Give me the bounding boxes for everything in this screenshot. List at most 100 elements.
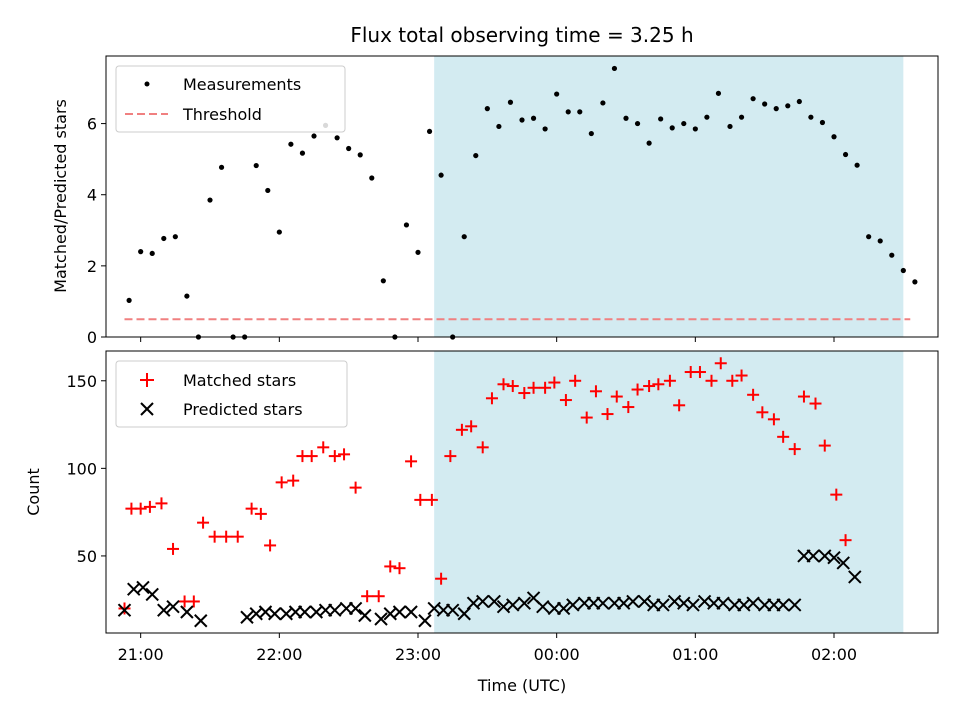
matched-stars-point xyxy=(393,562,406,575)
top-shaded-region xyxy=(434,56,904,337)
predicted-stars-point xyxy=(746,596,760,610)
y-tick-label: 50 xyxy=(77,547,97,566)
measurements-point xyxy=(276,229,282,235)
x-tick-label: 00:00 xyxy=(534,645,580,664)
chart-title: Flux total observing time = 3.25 h xyxy=(350,23,693,47)
predicted-stars-point xyxy=(166,600,180,614)
matched-stars-point xyxy=(601,408,614,421)
measurements-point xyxy=(346,145,352,152)
measurements-point xyxy=(738,114,745,120)
matched-stars-point xyxy=(735,369,748,382)
matched-stars-point xyxy=(275,476,288,489)
measurements-point xyxy=(588,130,594,137)
predicted-stars-point xyxy=(776,598,790,612)
predicted-stars-point xyxy=(298,605,312,619)
measurements-point xyxy=(184,293,190,299)
matched-stars-point xyxy=(506,380,519,393)
matched-stars-point xyxy=(559,394,572,407)
measurements-point xyxy=(473,152,479,159)
measurements-point xyxy=(415,249,421,255)
predicted-stars-point xyxy=(418,614,432,628)
matched-stars-point xyxy=(518,387,531,400)
top-y-axis-label: Matched/Predicted stars xyxy=(51,99,70,293)
matched-stars-point xyxy=(155,497,168,510)
predicted-stars-point xyxy=(487,594,501,609)
predicted-stars-point xyxy=(392,605,407,619)
predicted-stars-point xyxy=(827,550,841,565)
measurements-point xyxy=(819,119,826,126)
predicted-stars-legend-marker xyxy=(140,402,154,416)
predicted-stars-point xyxy=(117,603,132,617)
matched-stars-point xyxy=(839,534,852,547)
predicted-stars-point xyxy=(686,598,700,612)
top-y-ticks: 0 2 4 6 xyxy=(87,115,106,347)
measurements-point xyxy=(288,141,294,147)
measurements-point xyxy=(357,152,363,158)
x-tick-label: 23:00 xyxy=(395,645,441,664)
matched-stars-point xyxy=(673,399,686,412)
measurements-point xyxy=(438,172,444,178)
matched-stars-point xyxy=(788,443,801,456)
predicted-stars-point xyxy=(637,594,652,609)
x-tick-label: 01:00 xyxy=(672,645,718,664)
measurements-point xyxy=(692,126,698,132)
measurements-point xyxy=(577,109,583,115)
matched-stars-point xyxy=(305,450,318,463)
matched-stars-point xyxy=(777,430,790,443)
measurements-legend-label: Measurements xyxy=(183,75,301,94)
matched-stars-point xyxy=(197,516,210,529)
matched-stars-point xyxy=(726,374,739,387)
predicted-stars-point xyxy=(848,570,862,584)
measurements-point xyxy=(750,96,756,102)
measurements-point xyxy=(334,135,340,141)
matched-stars-point xyxy=(476,441,489,454)
measurements-point xyxy=(808,114,814,120)
measurements-point xyxy=(762,101,768,107)
y-tick-label: 4 xyxy=(87,186,97,205)
measurements-point xyxy=(877,238,883,244)
matched-stars-point xyxy=(264,539,277,552)
matched-stars-point xyxy=(809,397,822,410)
matched-stars-point xyxy=(705,374,718,387)
predicted-stars-point xyxy=(506,598,520,612)
measurements-point xyxy=(831,134,837,140)
predicted-stars-point xyxy=(596,596,610,610)
y-tick-label: 150 xyxy=(66,372,97,391)
predicted-stars-point xyxy=(556,601,571,616)
matched-stars-point xyxy=(372,590,385,603)
top-x-ticks xyxy=(140,337,835,342)
y-tick-label: 2 xyxy=(87,257,97,276)
matched-stars-point xyxy=(580,411,593,424)
predicted-stars-point xyxy=(517,596,532,610)
y-tick-label: 100 xyxy=(66,459,97,478)
matched-stars-point xyxy=(134,502,147,515)
matched-stars-point xyxy=(756,406,769,419)
measurements-point xyxy=(715,90,722,96)
predicted-stars-point xyxy=(268,607,282,621)
predicted-stars-legend-label: Predicted stars xyxy=(183,400,303,419)
measurements-point xyxy=(519,117,525,123)
measurements-point xyxy=(796,98,802,105)
measurements-point xyxy=(484,106,490,112)
measurements-legend-marker xyxy=(144,81,150,87)
predicted-stars-point xyxy=(157,603,171,617)
matched-stars-point xyxy=(118,602,131,615)
matched-stars-point xyxy=(444,450,457,463)
measurements-point xyxy=(161,235,167,242)
x-axis-label: Time (UTC) xyxy=(477,676,566,695)
matched-stars-point xyxy=(208,530,221,543)
matched-stars-point xyxy=(569,374,582,387)
measurements-point xyxy=(207,197,213,203)
measurements-point xyxy=(149,250,155,257)
matched-stars-point xyxy=(254,507,267,520)
measurements-point xyxy=(507,99,514,105)
measurements-point xyxy=(461,234,467,240)
top-plot-frame xyxy=(105,55,939,338)
matched-stars-point xyxy=(693,366,706,379)
matched-stars-point xyxy=(167,542,180,555)
matched-stars-point xyxy=(631,383,644,396)
matched-stars-point xyxy=(663,374,676,387)
matched-stars-point xyxy=(539,381,552,394)
predicted-stars-point xyxy=(374,612,388,626)
